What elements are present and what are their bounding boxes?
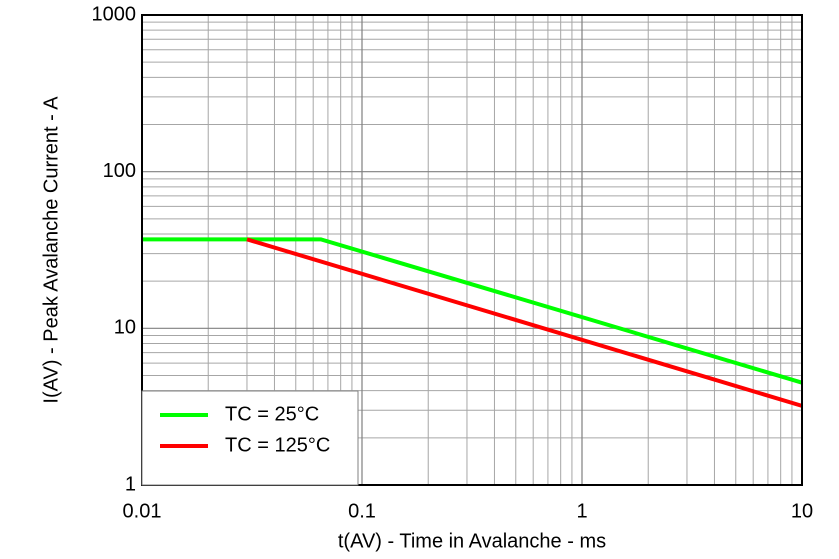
y-axis-label: I(AV) - Peak Avalanche Current - A bbox=[40, 96, 62, 404]
x-tick-label: 0.1 bbox=[348, 500, 376, 522]
x-axis-label: t(AV) - Time in Avalanche - ms bbox=[338, 530, 606, 552]
y-tick-label: 100 bbox=[103, 160, 136, 182]
x-tick-label: 0.01 bbox=[123, 500, 162, 522]
data-line bbox=[142, 237, 803, 385]
legend-label: TC = 25°C bbox=[225, 403, 319, 425]
y-tick-label: 1000 bbox=[92, 3, 137, 25]
x-tick-label: 1 bbox=[576, 500, 587, 522]
y-tick-label: 1 bbox=[125, 473, 136, 495]
legend-box bbox=[141, 390, 359, 486]
plot-frame bbox=[141, 14, 803, 486]
y-tick-label: 10 bbox=[114, 317, 136, 339]
x-tick-label: 10 bbox=[791, 500, 813, 522]
data-line bbox=[246, 237, 803, 408]
legend-label: TC = 125°C bbox=[225, 434, 330, 456]
